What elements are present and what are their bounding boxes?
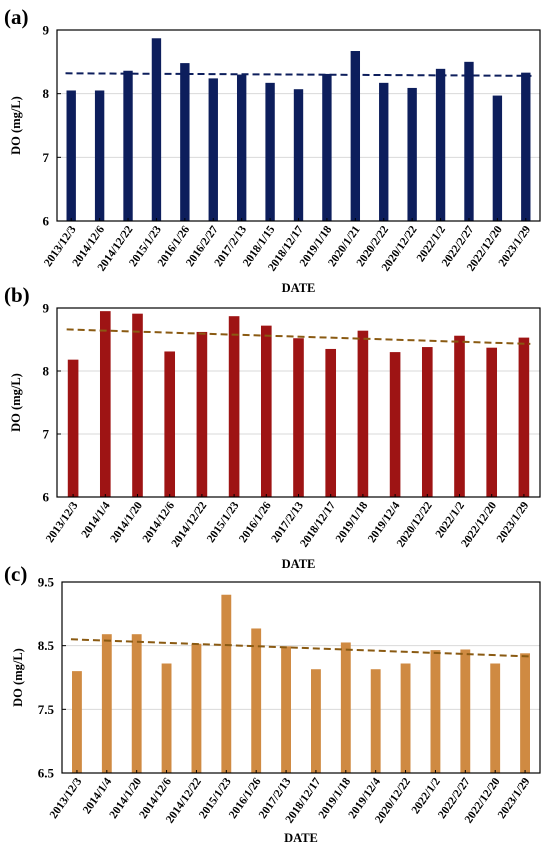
bar-2014/12/6: [94, 90, 105, 221]
y-tick-label: 6: [43, 214, 50, 229]
bar-2014/12/22: [191, 643, 202, 773]
bar-2016/1/26: [251, 628, 262, 773]
x-tick-label: 2022/1/2: [434, 500, 467, 541]
bar-2015/1/23: [221, 594, 232, 773]
panel-label: (c): [4, 562, 27, 586]
y-tick-label: 8: [43, 364, 50, 379]
bar-2019/1/18: [322, 73, 332, 222]
y-tick-label: 6.5: [38, 766, 55, 781]
x-tick-label: 2014/1/4: [79, 500, 112, 541]
bar-2013/12/3: [72, 671, 82, 773]
bar-2022/12/20: [492, 95, 503, 221]
bar-2016/1/26: [260, 325, 272, 497]
bar-2014/12/22: [123, 70, 133, 221]
bar-2015/1/23: [228, 316, 240, 497]
bar-2019/12/4: [370, 669, 381, 773]
bar-2019/12/4: [389, 352, 401, 497]
bar-2019/1/18: [357, 330, 369, 497]
bar-2019/1/18: [340, 642, 351, 773]
bar-2017/2/13: [293, 338, 304, 497]
bar-2022/2/27: [460, 649, 471, 773]
bar-2016/1/26: [180, 63, 190, 222]
bar-2020/12/22: [400, 663, 411, 773]
plot-frame: [61, 581, 541, 774]
bar-2014/12/22: [196, 331, 208, 497]
bar-2022/1/2: [454, 335, 465, 497]
chart-panel-1: 67892013/12/32014/12/62014/12/222015/1/2…: [4, 5, 541, 295]
trendline: [66, 328, 531, 345]
bar-2015/1/23: [151, 38, 162, 221]
chart-panel-3: 6.57.58.59.52013/12/32014/1/42014/1/2020…: [4, 562, 541, 845]
bar-2020/1/21: [350, 51, 361, 222]
bar-2014/1/20: [132, 313, 143, 497]
bar-2023/1/29: [520, 653, 530, 773]
bar-2013/12/3: [67, 359, 79, 497]
bar-2014/12/6: [164, 351, 176, 497]
y-tick-label: 7: [43, 427, 50, 442]
x-tick-label: 2023/1/29: [495, 500, 532, 545]
y-axis-title: DO (mg/L): [11, 648, 25, 707]
bar-2017/2/13: [236, 74, 247, 221]
x-tick-label: 2013/12/3: [44, 500, 81, 545]
bar-2018/12/17: [311, 669, 321, 773]
bar-2014/1/4: [99, 311, 111, 497]
bar-2022/1/2: [435, 68, 446, 221]
panel-label: (a): [4, 5, 29, 29]
y-tick-label: 9.5: [38, 575, 55, 590]
bar-2023/1/29: [518, 337, 530, 497]
bar-2014/1/4: [101, 634, 112, 773]
bar-2014/1/20: [131, 634, 142, 773]
bar-2022/12/20: [490, 663, 501, 773]
y-tick-label: 8.5: [38, 638, 55, 653]
bar-2013/12/3: [66, 90, 76, 221]
bar-2014/12/6: [161, 663, 172, 773]
bar-2016/2/27: [208, 78, 218, 222]
bar-2018/12/17: [293, 89, 304, 222]
bar-2020/12/22: [407, 87, 417, 221]
bar-2017/2/13: [281, 646, 291, 773]
y-tick-label: 7.5: [38, 702, 55, 717]
y-axis-title: DO (mg/L): [9, 96, 23, 155]
bar-2022/1/2: [430, 650, 441, 773]
bar-2022/2/27: [464, 61, 474, 222]
panel-label: (b): [4, 283, 30, 307]
bar-2023/1/29: [521, 72, 531, 221]
bar-2018/12/17: [325, 348, 337, 497]
x-axis-title: DATE: [284, 831, 318, 845]
y-tick-label: 9: [43, 23, 50, 38]
y-tick-label: 6: [43, 490, 50, 505]
x-tick-label: 2013/12/3: [48, 776, 85, 821]
bar-2020/2/22: [379, 82, 389, 222]
x-axis-title: DATE: [282, 281, 316, 295]
bar-2018/1/15: [265, 82, 275, 222]
y-tick-label: 7: [43, 150, 50, 165]
bar-2022/12/20: [486, 347, 498, 497]
y-axis-title: DO (mg/L): [9, 373, 23, 432]
chart-panel-2: 67892013/12/32014/1/42014/1/202014/12/62…: [4, 283, 541, 571]
trendline: [65, 72, 532, 77]
x-axis-title: DATE: [282, 557, 316, 571]
y-tick-label: 8: [43, 86, 50, 101]
y-tick-label: 9: [43, 301, 50, 316]
bar-2020/12/22: [421, 347, 433, 497]
